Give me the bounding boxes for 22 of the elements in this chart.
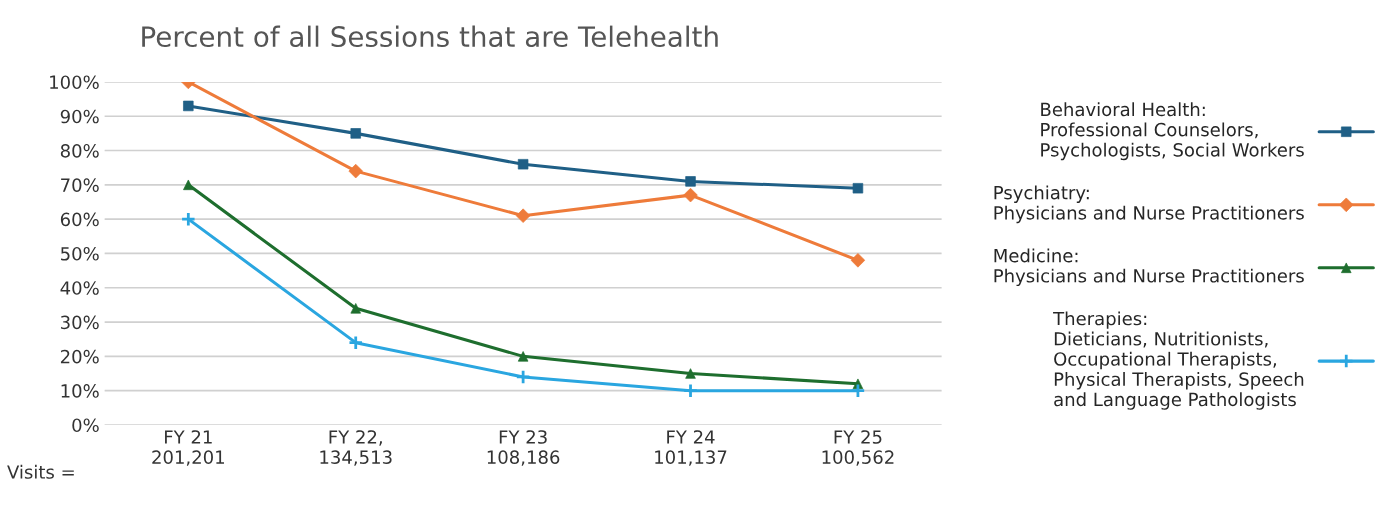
legend-label: Therapies: Dieticians, Nutritionists, Occupational Therapists, Physical Therapists, Speech and Language Pathologists [1053, 311, 1304, 410]
legend-label: Psychiatry: Physicians and Nurse Practitioners [994, 185, 1304, 224]
legend-label: Behavioral Health: Professional Counselors, Psychologists, Social Workers [1041, 102, 1304, 161]
x-tick-label: FY 25 100,562 [822, 430, 894, 466]
y-tick-label: 50% [61, 246, 99, 261]
x-tick-label: FY 23 108,186 [487, 430, 560, 466]
y-tick-label: 20% [60, 349, 99, 364]
y-tick-label: 30% [61, 315, 99, 330]
y-tick-label: 90% [60, 109, 99, 124]
x-tick-label: FY 22, 134,513 [320, 430, 392, 466]
text: Visits = [7, 464, 74, 479]
legend-label: Medicine: Physicians and Nurse Practitioners [994, 248, 1304, 287]
y-tick-label: 10% [61, 384, 99, 398]
y-tick-label: 80% [60, 143, 99, 158]
y-tick-label: 60% [60, 212, 99, 227]
chart-title: Percent of all Sessions that are Telehealth [142, 25, 718, 48]
y-tick-label: 100% [50, 75, 99, 90]
y-tick-label: 70% [61, 178, 99, 192]
x-tick-label: FY 21 201,201 [152, 430, 224, 466]
y-tick-label: 0% [72, 418, 99, 433]
y-tick-label: 40% [60, 281, 99, 295]
x-tick-label: FY 24 101,137 [655, 430, 727, 466]
